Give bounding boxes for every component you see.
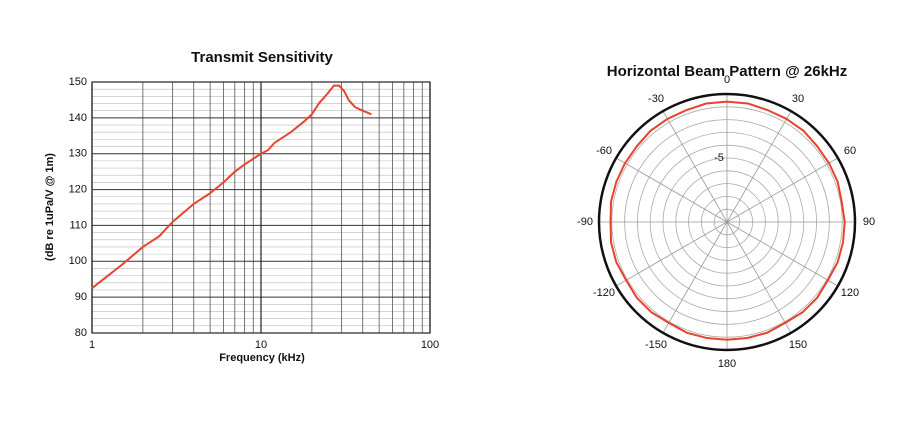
data-line [91, 84, 372, 289]
angle-label: 60 [844, 145, 856, 157]
angle-label: 120 [841, 287, 859, 299]
x-axis-label: Frequency (kHz) [219, 352, 305, 364]
angle-label: 90 [863, 216, 875, 228]
chart-title: Horizontal Beam Pattern @ 26kHz [607, 63, 848, 80]
angle-label: 30 [792, 93, 804, 105]
r-tick-label: -5 [714, 152, 724, 164]
y-tick-label: 130 [69, 148, 87, 160]
outer-ring [597, 92, 857, 352]
x-tick-label: 100 [421, 339, 439, 351]
spoke-grid-line [726, 157, 839, 223]
angle-label: -120 [593, 287, 615, 299]
angle-label: -150 [645, 339, 667, 351]
angle-label: -30 [648, 93, 664, 105]
y-tick-label: 120 [69, 183, 87, 195]
y-tick-label: 110 [69, 219, 87, 231]
angle-label: -60 [596, 145, 612, 157]
x-tick-label: 1 [89, 339, 95, 351]
y-tick-label: 80 [75, 327, 87, 339]
x-tick-label: 10 [255, 339, 267, 351]
angle-label: 0 [724, 74, 730, 86]
spoke-grid-line [615, 221, 728, 287]
chart-title: Transmit Sensitivity [191, 49, 333, 66]
spoke-grid-line [726, 221, 792, 334]
y-tick-label: 140 [69, 112, 87, 124]
y-tick-label: 150 [69, 76, 87, 88]
spoke-grid-line [726, 110, 792, 223]
data-line [609, 100, 846, 341]
angle-label: 150 [789, 339, 807, 351]
y-tick-label: 100 [69, 255, 87, 267]
angle-label: -90 [577, 216, 593, 228]
y-axis-label: (dB re 1uPa/V @ 1m) [44, 153, 56, 261]
y-tick-label: 90 [75, 291, 87, 303]
spoke-grid-line [662, 110, 728, 223]
spoke-grid-line [726, 221, 839, 287]
spoke-grid-line [662, 221, 728, 334]
spoke-grid-line [615, 157, 728, 223]
plot-frame [91, 81, 431, 334]
angle-label: 180 [718, 358, 736, 370]
